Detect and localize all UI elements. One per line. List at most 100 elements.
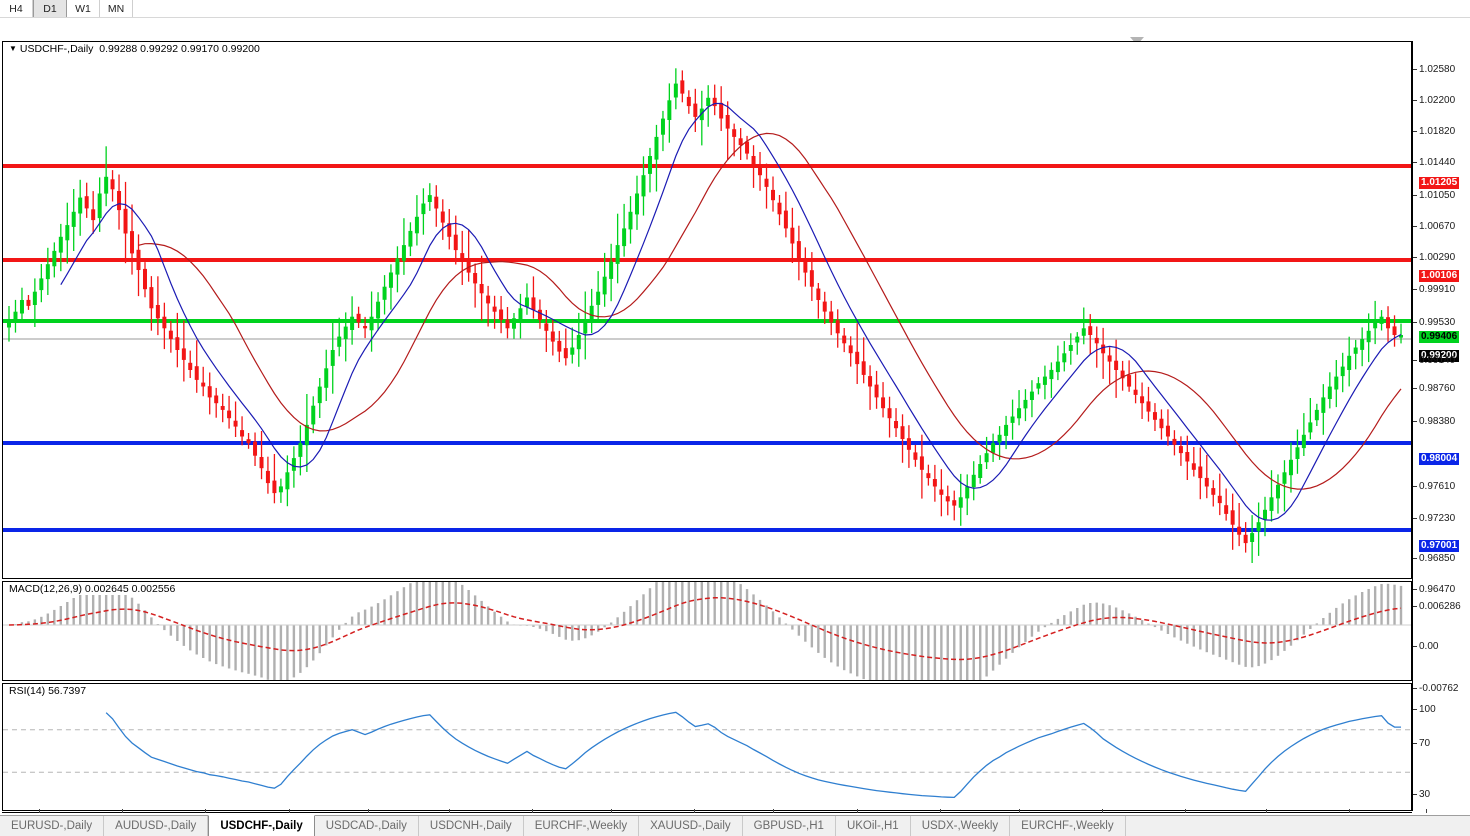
candle-body [285, 472, 290, 490]
price-axis-tick-label: -0.00762 [1419, 683, 1459, 694]
price-axis-tick-0.97001: 0.97001 [1413, 540, 1470, 552]
price-axis-tick-0.98004: 0.98004 [1413, 453, 1470, 465]
candle-body [848, 345, 853, 354]
candle-body [550, 331, 555, 342]
price-axis-tick-label: 0.99530 [1419, 317, 1456, 328]
chart-tab-eurusd-daily[interactable]: EURUSD-,Daily [0, 816, 105, 836]
candle-body [926, 473, 931, 479]
candle-body [1347, 355, 1352, 370]
candle-body [78, 197, 83, 214]
timeframe-toolbar[interactable]: H4 D1 W1 MN [0, 0, 1470, 18]
chart-tab-usdchf-daily[interactable]: USDCHF-,Daily [208, 815, 315, 836]
candle-body [376, 301, 381, 319]
candle-body [19, 300, 24, 314]
candle-body [350, 316, 355, 330]
candle-body [557, 340, 562, 352]
price-axis-tick-1.00670: 1.00670 [1413, 221, 1470, 233]
chart-tab-usdcnh-daily[interactable]: USDCNH-,Daily [419, 816, 524, 836]
candle-body [330, 350, 335, 366]
date-axis-tick [1019, 809, 1020, 813]
price-axis-tick-label: 0.99910 [1419, 284, 1456, 295]
candle-body [945, 496, 950, 502]
candle-body [1295, 447, 1300, 459]
rsi-panel[interactable]: RSI(14) 56.7397 [2, 683, 1412, 811]
candle-body [91, 209, 96, 221]
chart-tabs-bar[interactable]: EURUSD-,Daily AUDUSD-,Daily USDCHF-,Daily U… [0, 815, 1470, 836]
candle-body [1373, 322, 1378, 329]
candle-body [291, 458, 296, 471]
chart-tab-audusd-daily[interactable]: AUDUSD-,Daily [104, 816, 209, 836]
price-axis-tick-1.01820: 1.01820 [1413, 126, 1470, 138]
candle-body [1256, 522, 1261, 532]
price-axis-tick-label: 1.01050 [1419, 190, 1456, 201]
candle-body [1004, 424, 1009, 436]
price-chart-panel[interactable]: ▼ USDCHF-,Daily 0.99288 0.99292 0.99170 0… [2, 41, 1412, 579]
candle-body [706, 97, 711, 106]
candle-body [1036, 383, 1041, 389]
axis-tick-mark [1413, 709, 1417, 710]
price-axis-tick-label: 70 [1419, 738, 1431, 749]
candle-body [207, 386, 212, 398]
chart-tab-gbpusd-h1[interactable]: GBPUSD-,H1 [743, 816, 836, 836]
chart-tab-usdcad-daily[interactable]: USDCAD-,Daily [315, 816, 419, 836]
candle-body [246, 439, 251, 444]
candle-body [686, 96, 691, 107]
price-axis-tick-label: 0.006286 [1419, 601, 1461, 612]
macd-signal-line [8, 597, 1402, 661]
candle-body [1217, 495, 1222, 504]
candle-body [777, 202, 782, 215]
date-axis-tick [773, 809, 774, 813]
candle-body [149, 287, 154, 309]
candle-body [984, 453, 989, 463]
chart-tab-eurchf-weekly[interactable]: EURCHF-,Weekly [1010, 816, 1126, 836]
candle-body [615, 245, 620, 264]
candle-body [1386, 317, 1391, 329]
candle-body [952, 500, 957, 506]
candle-body [712, 97, 717, 107]
price-axis[interactable]: 1.02580 1.02200 1.01820 1.01440 1.01205 1.010… [1412, 41, 1470, 833]
price-axis-tick--0.00762: -0.00762 [1413, 683, 1470, 695]
candle-body [39, 278, 44, 291]
candle-body [1133, 389, 1138, 395]
axis-tick-mark [1413, 131, 1417, 132]
candle-body [401, 245, 406, 261]
candle-body [855, 351, 860, 365]
candle-body [544, 323, 549, 331]
price-axis-tick-label: 1.00290 [1419, 252, 1456, 263]
candle-body [997, 434, 1002, 443]
price-panel-label: ▼ USDCHF-,Daily 0.99288 0.99292 0.99170 0… [7, 43, 262, 55]
price-axis-tick-30: 30 [1413, 789, 1470, 801]
timeframe-w1[interactable]: W1 [67, 0, 100, 17]
candle-body [1198, 466, 1203, 479]
candle-body [233, 420, 238, 427]
axis-tick-mark [1413, 518, 1417, 519]
chart-tab-usdx-weekly[interactable]: USDX-,Weekly [911, 816, 1011, 836]
candle-body [1399, 335, 1404, 338]
timeframe-h4[interactable]: H4 [0, 0, 33, 17]
candle-body [194, 366, 199, 380]
candle-body [311, 405, 316, 425]
candle-body [965, 486, 970, 499]
candle-body [932, 479, 937, 487]
candle-body [382, 286, 387, 300]
axis-tick-mark [1413, 322, 1417, 323]
candle-body [136, 249, 141, 270]
date-axis-tick [122, 809, 123, 813]
chart-collapse-icon[interactable]: ▼ [9, 44, 17, 53]
candle-body [1243, 534, 1248, 544]
candle-body [278, 486, 283, 493]
candle-body [298, 443, 303, 457]
chart-tab-ukoil-h1[interactable]: UKOil-,H1 [836, 816, 911, 836]
price-axis-tick-label: 1.00106 [1419, 270, 1460, 282]
chart-tab-eurchf-weekly[interactable]: EURCHF-,Weekly [524, 816, 640, 836]
macd-panel[interactable]: MACD(12,26,9) 0.002645 0.002556 [2, 581, 1412, 681]
price-axis-tick-label: 0.99200 [1419, 350, 1460, 362]
candle-body [259, 457, 264, 469]
timeframe-d1[interactable]: D1 [33, 0, 67, 17]
chart-tab-xauusd-daily[interactable]: XAUUSD-,Daily [639, 816, 743, 836]
candle-body [188, 362, 193, 370]
price-axis-tick-label: 30 [1419, 789, 1431, 800]
candle-body [693, 103, 698, 117]
price-axis-tick-label: 0.97230 [1419, 513, 1456, 524]
timeframe-mn[interactable]: MN [100, 0, 133, 17]
